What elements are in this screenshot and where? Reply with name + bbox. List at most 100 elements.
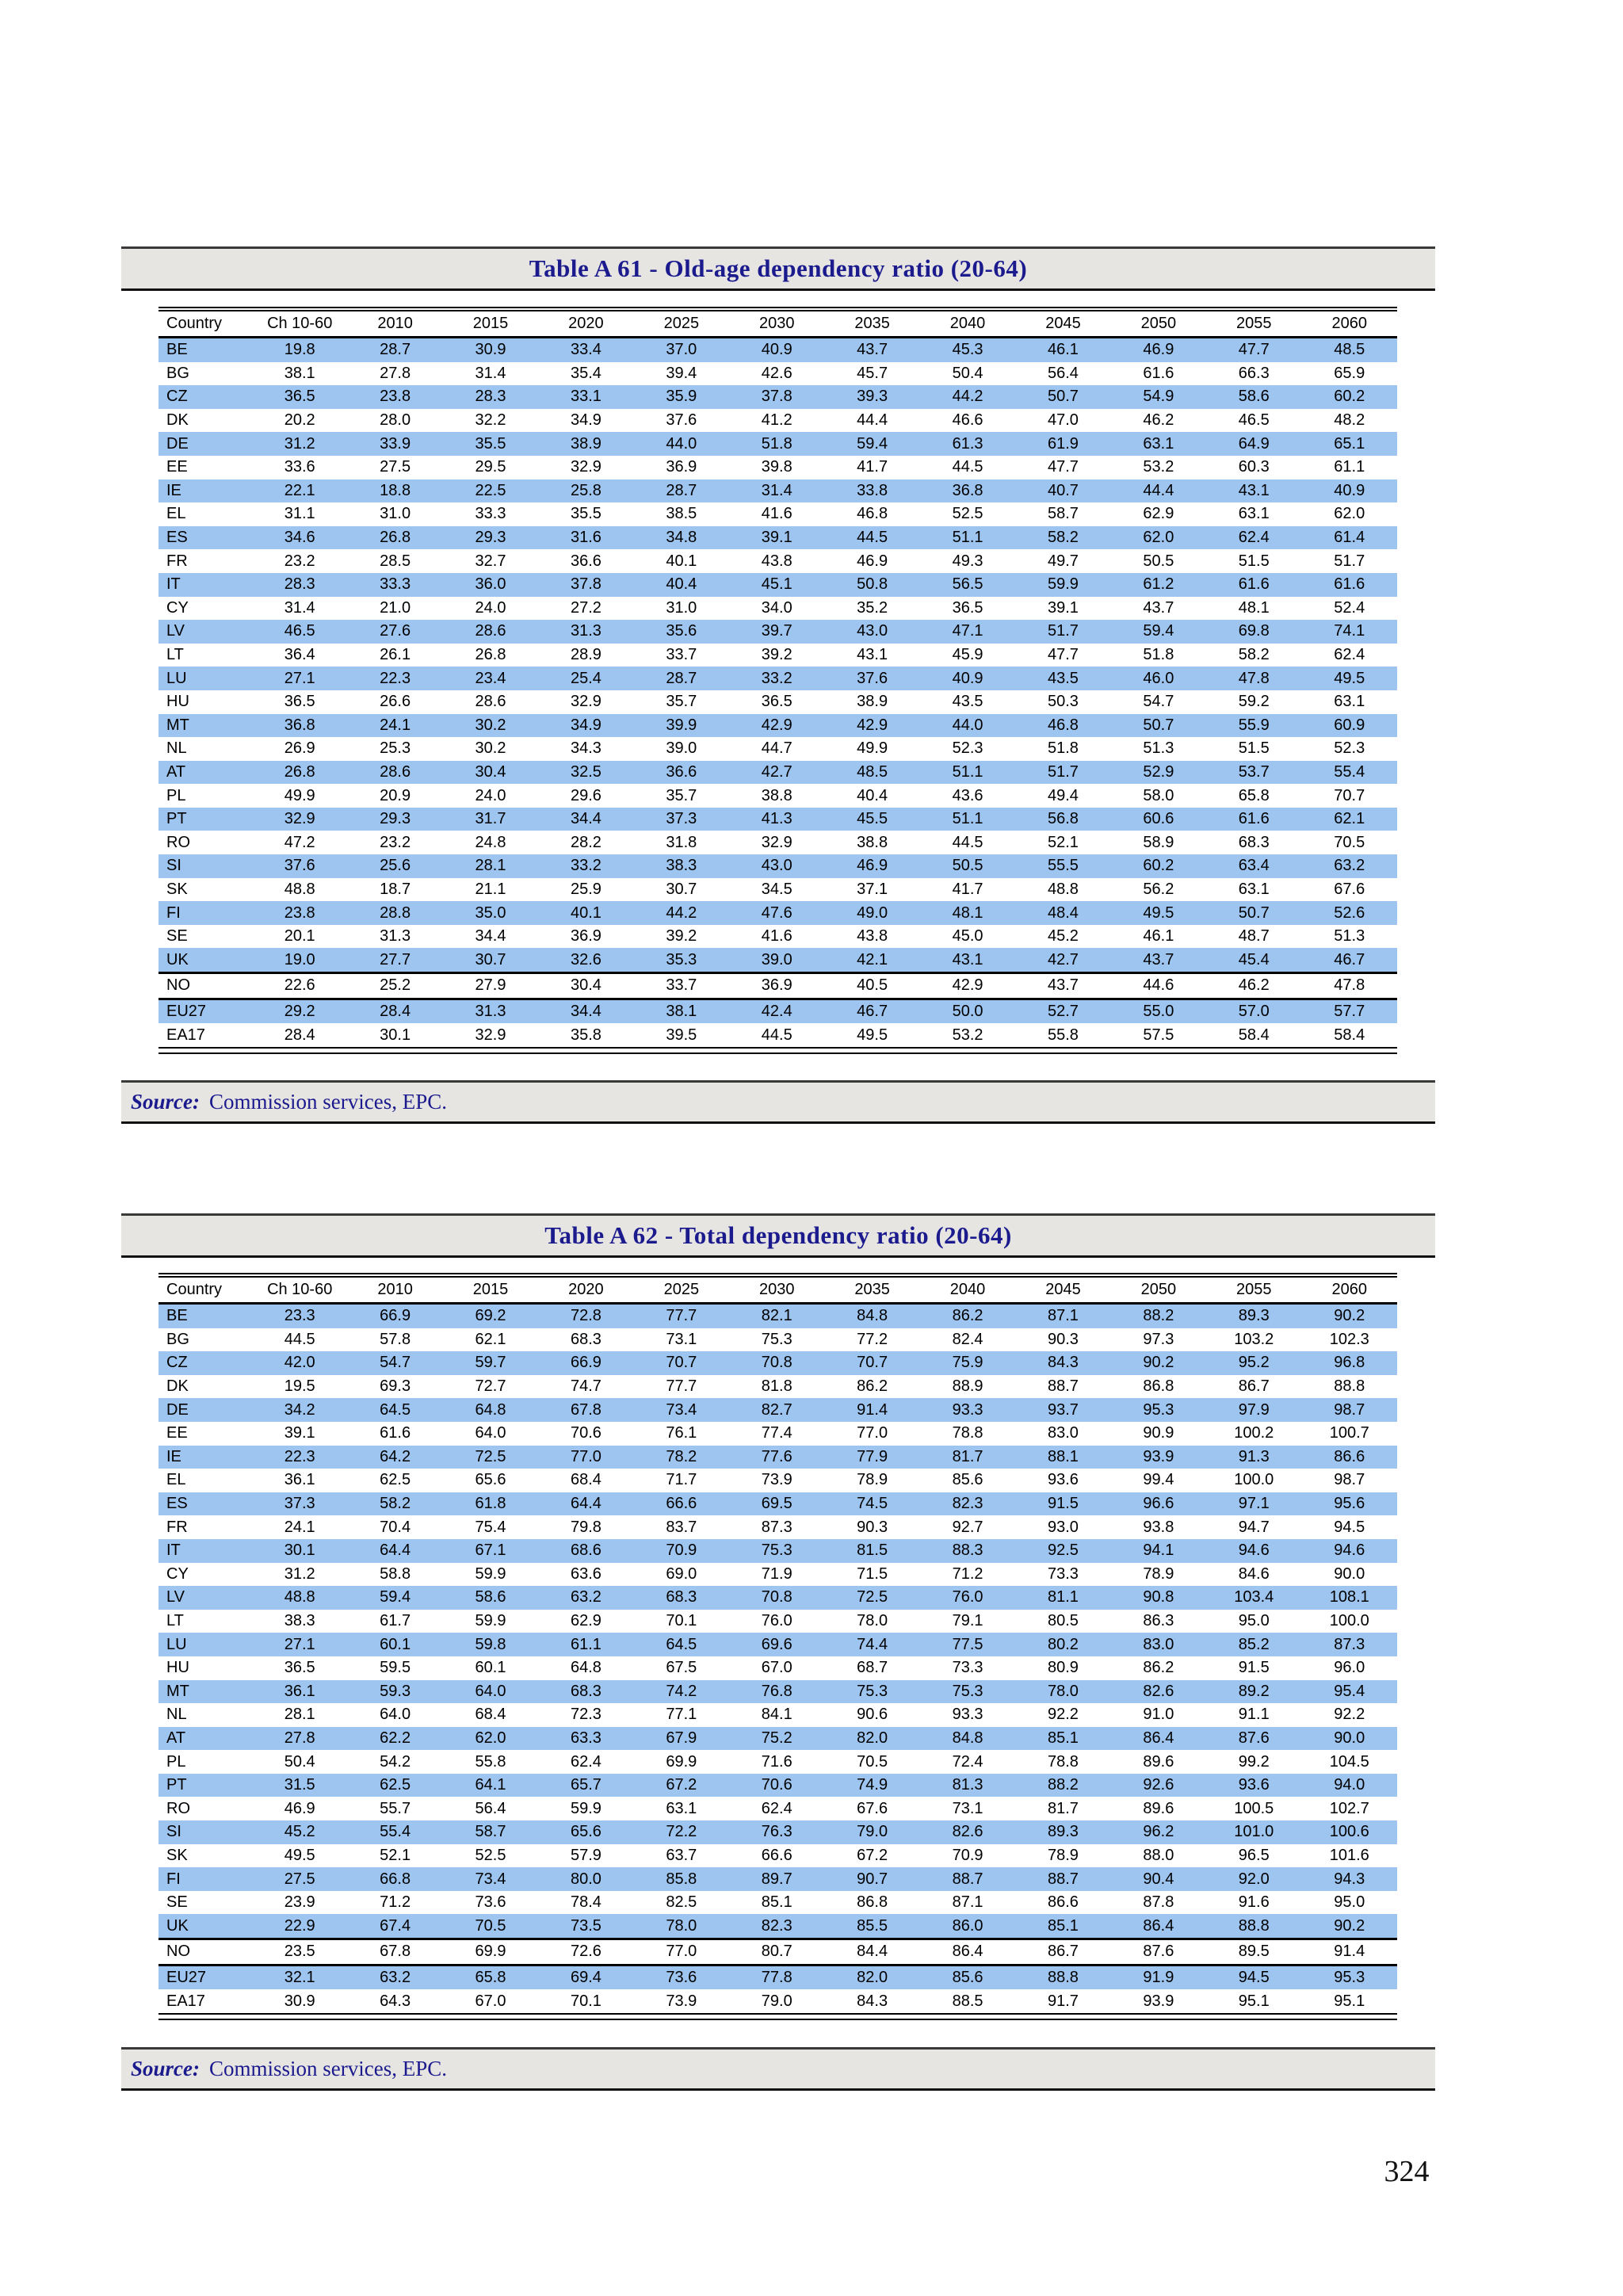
- row-label: LT: [166, 646, 184, 664]
- data-cell: 35.9: [666, 388, 697, 406]
- column-header: 2040: [919, 1276, 1016, 1305]
- data-cell: 88.8: [1206, 1914, 1302, 1941]
- data-cell: 31.2: [284, 1564, 315, 1583]
- data-cell: 51.7: [1047, 762, 1079, 781]
- source-text: Commission services, EPC.: [209, 1090, 448, 1114]
- data-cell: 38.1: [284, 364, 315, 382]
- data-cell: 30.9: [475, 341, 506, 359]
- data-cell: 73.5: [538, 1914, 634, 1941]
- data-cell: 39.2: [666, 927, 697, 946]
- data-cell: 77.7: [666, 1307, 697, 1325]
- data-cell: 33.3: [380, 575, 411, 594]
- data-cell: 55.7: [380, 1799, 411, 1817]
- data-cell: 36.9: [729, 972, 825, 1000]
- row-label: MT: [166, 716, 189, 734]
- data-cell: 61.7: [380, 1612, 411, 1630]
- data-cell: 33.7: [633, 972, 730, 1000]
- data-cell: 34.9: [570, 411, 601, 430]
- row-label: AT: [166, 762, 186, 781]
- table-row: DE 31.2 33.9 35.5 38.9 44.0 51.8 59.4 61.3 61.9 63…: [158, 432, 1397, 456]
- data-cell: 51.8: [761, 434, 792, 453]
- data-cell: 28.4: [380, 1002, 411, 1020]
- data-cell: 84.1: [761, 1706, 792, 1724]
- data-cell: 61.6: [1143, 364, 1174, 382]
- table-row: IE 22.1 18.8 22.5 25.8 28.7 31.4 33.8 36.8 40.7 44…: [158, 479, 1397, 503]
- data-cell: 32.5: [570, 762, 601, 781]
- data-cell: 59.9: [475, 1564, 506, 1583]
- table-row: PT 31.5 62.5 64.1 65.7 67.2 70.6 74.9 81.3 88.2 92…: [158, 1773, 1397, 1797]
- data-cell: 84.4: [824, 1939, 920, 1966]
- data-cell: 48.8: [284, 1588, 315, 1606]
- data-cell: 26.6: [380, 693, 411, 711]
- data-cell: 88.9: [952, 1377, 983, 1396]
- data-cell: 80.7: [729, 1939, 825, 1966]
- data-cell: 85.8: [666, 1870, 697, 1888]
- data-cell: 72.4: [952, 1752, 983, 1771]
- data-cell: 94.5: [1334, 1518, 1365, 1536]
- data-cell: 51.8: [1143, 646, 1174, 664]
- table-row: BE 19.8 28.7 30.9 33.4 37.0 40.9 43.7 45.3 46.1 46…: [158, 337, 1397, 362]
- data-cell: 54.9: [1143, 388, 1174, 406]
- data-cell: 95.1: [1301, 1989, 1397, 2015]
- data-cell: 22.1: [284, 481, 315, 499]
- data-cell: 23.8: [380, 388, 411, 406]
- row-label: DE: [166, 434, 189, 453]
- data-cell: 56.8: [1047, 810, 1079, 828]
- data-cell: 38.9: [570, 434, 601, 453]
- data-cell: 54.7: [1143, 693, 1174, 711]
- data-cell: 90.6: [857, 1706, 888, 1724]
- table-row: MT 36.8 24.1 30.2 34.9 39.9 42.9 42.9 44.0 46.8 50…: [158, 713, 1397, 738]
- table-row: EL 31.1 31.0 33.3 35.5 38.5 41.6 46.8 52.5 58.7 62…: [158, 502, 1397, 526]
- data-cell: 103.4: [1234, 1588, 1274, 1606]
- data-cell: 46.1: [1143, 927, 1174, 946]
- data-cell: 62.4: [761, 1799, 792, 1817]
- table-row: DE 34.2 64.5 64.8 67.8 73.4 82.7 91.4 93.3 93.7 95…: [158, 1398, 1397, 1422]
- data-cell: 71.6: [761, 1752, 792, 1771]
- data-cell: 30.7: [666, 880, 697, 898]
- data-cell: 68.3: [1238, 833, 1270, 851]
- data-cell: 90.0: [1334, 1564, 1365, 1583]
- data-cell: 62.0: [475, 1729, 506, 1747]
- data-cell: 61.2: [1143, 575, 1174, 594]
- data-cell: 45.4: [1206, 948, 1302, 975]
- data-cell: 48.5: [1334, 341, 1365, 359]
- data-cell: 41.2: [761, 411, 792, 430]
- row-label: IT: [166, 575, 181, 594]
- data-cell: 70.5: [1334, 833, 1365, 851]
- data-cell: 86.0: [919, 1914, 1016, 1941]
- data-cell: 39.7: [761, 622, 792, 640]
- table-row: EE 39.1 61.6 64.0 70.6 76.1 77.4 77.0 78.8 83.0 90…: [158, 1422, 1397, 1446]
- table-row: EU27 32.1 63.2 65.8 69.4 73.6 77.8 82.0 85.6 88.8…: [158, 1965, 1397, 1990]
- data-cell: 51.5: [1238, 552, 1270, 570]
- data-cell: 76.0: [952, 1588, 983, 1606]
- column-header: 2050: [1110, 1276, 1207, 1305]
- row-label: RO: [166, 1799, 190, 1817]
- data-cell: 73.4: [666, 1400, 697, 1419]
- data-cell: 97.1: [1238, 1495, 1270, 1513]
- data-cell: 40.9: [1334, 481, 1365, 499]
- row-label: CZ: [166, 388, 188, 406]
- table-a61-source-bar: Source: Commission services, EPC.: [121, 1080, 1435, 1124]
- data-cell: 72.3: [570, 1706, 601, 1724]
- data-cell: 64.3: [347, 1989, 443, 2015]
- data-cell: 78.9: [1047, 1846, 1079, 1864]
- table-row: FR 24.1 70.4 75.4 79.8 83.7 87.3 90.3 92.7 93.0 93…: [158, 1515, 1397, 1539]
- data-cell: 57.0: [1238, 1002, 1270, 1020]
- data-cell: 56.5: [952, 575, 983, 594]
- data-cell: 100.2: [1234, 1424, 1274, 1442]
- data-cell: 92.2: [1334, 1706, 1365, 1724]
- data-cell: 74.9: [857, 1776, 888, 1794]
- data-cell: 32.9: [761, 833, 792, 851]
- column-header: 2035: [824, 1276, 920, 1305]
- data-cell: 72.7: [475, 1377, 506, 1396]
- data-cell: 50.0: [952, 1002, 983, 1020]
- data-cell: 59.9: [1047, 575, 1079, 594]
- row-label: UK: [158, 948, 252, 975]
- row-label: NL: [166, 1706, 187, 1724]
- data-cell: 47.1: [952, 622, 983, 640]
- data-cell: 28.7: [666, 669, 697, 687]
- table-a61: Country Ch 10-60 2010 2015 2020 2025 2030 2035 2…: [158, 307, 1397, 1054]
- data-cell: 60.2: [1334, 388, 1365, 406]
- data-cell: 77.2: [857, 1330, 888, 1348]
- data-cell: 44.7: [761, 739, 792, 758]
